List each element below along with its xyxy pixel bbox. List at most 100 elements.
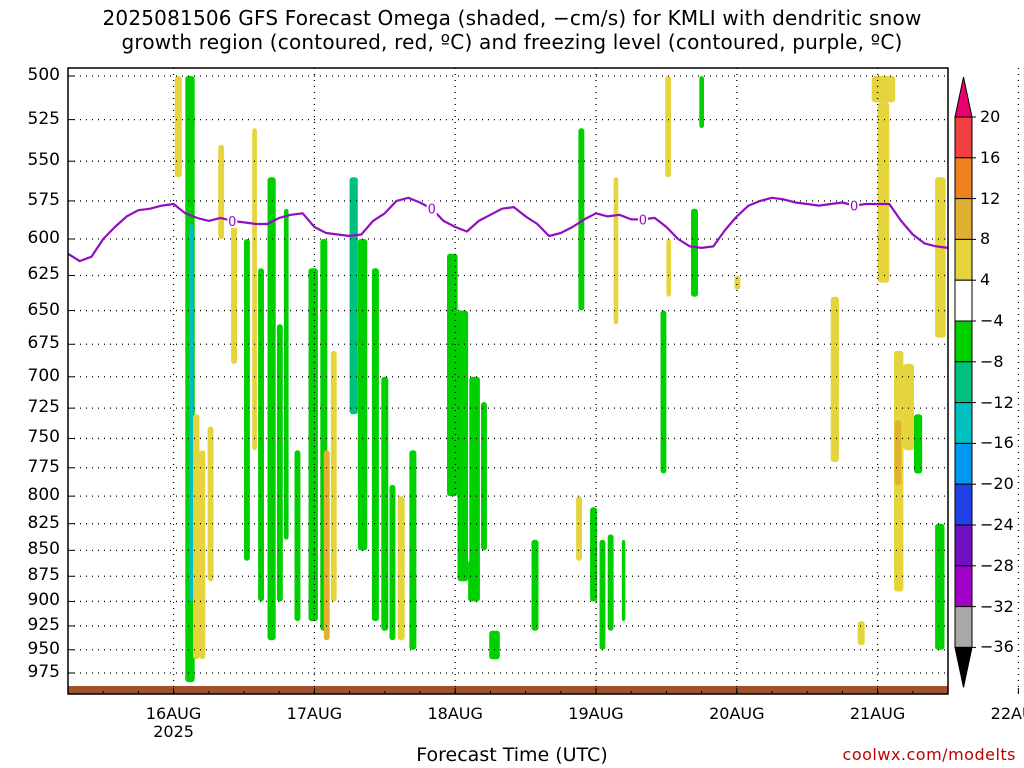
omega-region: [857, 621, 865, 646]
omega-region: [174, 76, 182, 178]
omega-region: [877, 102, 890, 283]
omega-region: [357, 239, 368, 551]
y-tick-label: 950: [27, 638, 60, 659]
y-tick-label: 550: [27, 150, 60, 171]
freezing-level-label-bg: [637, 211, 648, 227]
omega-region: [666, 239, 672, 297]
y-tick-label: 875: [27, 565, 60, 586]
omega-region: [371, 268, 379, 622]
omega-region: [894, 420, 902, 485]
x-tick-label: 16AUG: [145, 704, 202, 723]
omega-region: [218, 144, 225, 239]
y-tick-label: 750: [27, 427, 60, 448]
colorbar-tick-label: 8: [980, 229, 991, 249]
omega-region: [244, 239, 250, 561]
omega-region: [231, 216, 237, 364]
colorbar-box: [954, 198, 973, 240]
omega-region: [665, 76, 672, 178]
omega-region: [349, 177, 358, 415]
x-year-label: 2025: [153, 722, 194, 741]
colorbar-box: [954, 320, 973, 363]
credit-link[interactable]: coolwx.com/modelts: [842, 745, 1016, 764]
colorbar-tick-label: 20: [980, 107, 1001, 126]
y-tick-label: 800: [27, 485, 60, 506]
omega-region: [935, 177, 946, 338]
omega-region: [531, 539, 539, 631]
freezing-level-label: 0: [428, 203, 436, 218]
freezing-level-label-bg: [426, 200, 437, 216]
chart-title-line2: growth region (contoured, red, ºC) and f…: [121, 30, 903, 54]
omega-region: [323, 450, 330, 641]
omega-region: [468, 560, 473, 602]
omega-region: [188, 224, 193, 602]
x-tick-label: 21AUG: [849, 704, 906, 723]
y-tick-label: 575: [27, 189, 60, 210]
colorbar-top-triangle: [954, 76, 973, 118]
omega-region: [199, 450, 206, 660]
y-tick-label: 850: [27, 539, 60, 560]
omega-region: [578, 128, 585, 311]
colorbar-box: [954, 606, 973, 648]
omega-region: [489, 630, 500, 660]
omega-region: [903, 363, 914, 451]
colorbar-tick-label: −4: [980, 311, 1004, 330]
colorbar-tick-label: −8: [980, 351, 1004, 371]
omega-region: [258, 268, 264, 602]
omega-region: [621, 539, 626, 622]
y-tick-label: 900: [27, 590, 60, 611]
y-tick-label: 600: [27, 227, 60, 248]
omega-region: [409, 450, 417, 650]
omega-region: [660, 310, 667, 474]
y-tick-label: 625: [27, 264, 60, 285]
omega-region: [381, 376, 389, 631]
colorbar-box: [954, 361, 973, 404]
x-tick-label: 22AUG: [990, 704, 1024, 723]
y-tick-label: 700: [27, 365, 60, 386]
colorbar-tick-label: −16: [980, 433, 1014, 453]
y-tick-label: 725: [27, 397, 60, 418]
omega-region: [734, 275, 741, 290]
omega-region: [193, 414, 200, 660]
x-tick-label: 20AUG: [709, 704, 765, 723]
x-tick-label: 18AUG: [427, 704, 483, 723]
colorbar-box: [954, 157, 973, 200]
ground-strip: [68, 686, 948, 694]
omega-region: [397, 496, 405, 641]
freezing-level-label-bg: [849, 197, 860, 213]
colorbar-bottom-triangle: [954, 646, 973, 688]
freezing-level-label: 0: [850, 200, 858, 215]
plot-frame: [67, 67, 949, 695]
omega-region: [607, 534, 614, 631]
omega-region: [830, 296, 839, 462]
colorbar-tick-label: −24: [980, 515, 1014, 534]
colorbar-box: [954, 238, 973, 281]
colorbar-tick-label: 12: [980, 188, 1001, 208]
y-tick-label: 775: [27, 456, 60, 477]
chart-title: 2025081506 GFS Forecast Omega (shaded, −…: [0, 6, 1024, 54]
colorbar-tick-label: −36: [980, 637, 1014, 657]
colorbar-box: [954, 279, 973, 322]
x-tick-label: 19AUG: [568, 704, 624, 723]
omega-region: [283, 208, 289, 540]
omega-region: [207, 426, 214, 582]
omega-region: [308, 268, 318, 622]
omega-region: [457, 310, 469, 582]
omega-region: [252, 128, 257, 451]
y-tick-label: 925: [27, 614, 60, 635]
omega-region: [481, 402, 487, 551]
y-tick-label: 675: [27, 333, 60, 354]
x-axis-label: Forecast Time (UTC): [416, 744, 608, 766]
omega-region: [276, 324, 283, 602]
omega-region: [914, 414, 923, 474]
omega-region: [389, 484, 396, 641]
omega-region: [447, 253, 458, 497]
colorbar-tick-label: 16: [980, 147, 1001, 167]
y-tick-label: 500: [27, 65, 60, 85]
omega-region: [599, 539, 606, 650]
y-tick-label: 975: [27, 662, 60, 682]
omega-region: [699, 76, 704, 129]
omega-region: [267, 177, 276, 641]
y-tick-label: 525: [27, 108, 60, 129]
colorbar-box: [954, 483, 973, 526]
